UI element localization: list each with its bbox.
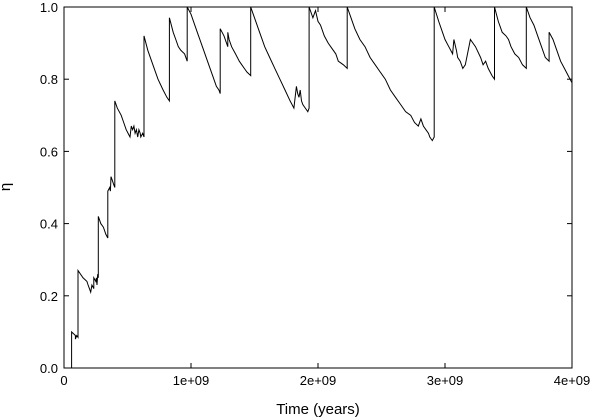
x-tick-label: 0 [60,373,67,388]
y-tick-label: 1.0 [40,0,58,15]
y-tick-label: 0.6 [40,144,58,159]
y-tick-label: 0.2 [40,289,58,304]
data-line [64,6,573,369]
plot-frame [63,6,573,369]
x-axis-ticks: 0 1e+09 2e+09 3e+09 4e+09 [60,7,590,388]
x-tick-label: 3e+09 [427,373,464,388]
y-tick-label: 0.0 [40,361,58,376]
y-tick-label: 0.4 [40,217,58,232]
x-tick-label: 4e+09 [554,373,591,388]
y-axis-label: η [0,183,14,191]
x-tick-label: 1e+09 [173,373,210,388]
y-axis-ticks: 0.0 0.2 0.4 0.6 0.8 1.0 [40,0,572,376]
x-tick-label: 2e+09 [300,373,337,388]
x-axis-label: Time (years) [276,401,360,418]
y-tick-label: 0.8 [40,72,58,87]
